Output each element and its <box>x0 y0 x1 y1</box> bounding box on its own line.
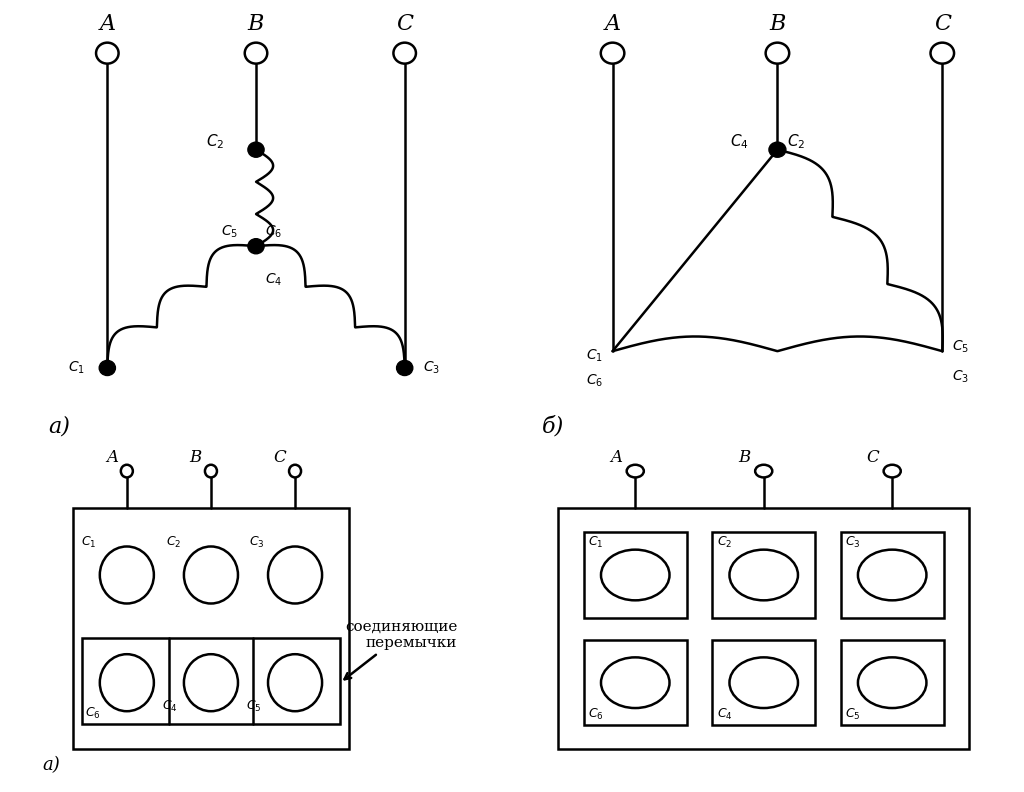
Text: б): б) <box>542 416 564 438</box>
Text: C: C <box>273 449 286 466</box>
Text: а): а) <box>49 416 71 438</box>
Circle shape <box>184 546 238 604</box>
Bar <box>713 532 815 618</box>
Circle shape <box>858 657 927 708</box>
Text: $C_6$: $C_6$ <box>586 372 603 389</box>
Circle shape <box>99 360 116 375</box>
Text: $C_1$: $C_1$ <box>588 535 603 550</box>
Circle shape <box>884 465 901 478</box>
Circle shape <box>729 550 798 600</box>
Text: $C_3$: $C_3$ <box>845 535 861 550</box>
Text: $C_3$: $C_3$ <box>423 360 439 376</box>
Text: $C_6$: $C_6$ <box>85 706 100 721</box>
Text: $C_1$: $C_1$ <box>68 360 85 376</box>
Text: A: A <box>99 13 116 35</box>
Text: B: B <box>248 13 264 35</box>
Bar <box>584 532 687 618</box>
Circle shape <box>205 465 217 478</box>
Circle shape <box>268 546 323 604</box>
Text: C: C <box>396 13 414 35</box>
Text: A: A <box>610 449 623 466</box>
Text: $C_2$: $C_2$ <box>786 132 805 150</box>
Text: $C_4$: $C_4$ <box>265 272 283 288</box>
Text: $C_4$: $C_4$ <box>162 699 178 714</box>
Circle shape <box>858 550 927 600</box>
Text: $C_3$: $C_3$ <box>951 368 969 385</box>
Bar <box>841 532 943 618</box>
Circle shape <box>184 654 238 711</box>
Text: B: B <box>769 13 785 35</box>
Circle shape <box>755 465 772 478</box>
Text: $C_5$: $C_5$ <box>247 699 262 714</box>
Text: $C_6$: $C_6$ <box>588 707 604 722</box>
Text: A: A <box>604 13 621 35</box>
Text: $C_2$: $C_2$ <box>206 132 224 150</box>
Text: $C_6$: $C_6$ <box>265 223 283 240</box>
Circle shape <box>601 657 670 708</box>
Text: C: C <box>866 449 880 466</box>
Bar <box>558 508 970 749</box>
Text: а): а) <box>43 756 60 774</box>
Circle shape <box>729 657 798 708</box>
Circle shape <box>601 550 670 600</box>
Text: $C_2$: $C_2$ <box>717 535 732 550</box>
Circle shape <box>627 465 644 478</box>
Bar <box>713 640 815 725</box>
Bar <box>584 640 687 725</box>
Bar <box>73 508 349 749</box>
Text: $C_5$: $C_5$ <box>951 339 969 355</box>
Circle shape <box>245 43 267 63</box>
Text: A: A <box>105 449 118 466</box>
Text: C: C <box>934 13 951 35</box>
Text: $C_1$: $C_1$ <box>586 347 603 364</box>
Text: $C_2$: $C_2$ <box>166 535 181 550</box>
Text: B: B <box>738 449 751 466</box>
Bar <box>841 640 943 725</box>
Text: $C_3$: $C_3$ <box>250 535 265 550</box>
Circle shape <box>931 43 954 63</box>
Text: $C_1$: $C_1$ <box>81 535 97 550</box>
Circle shape <box>248 238 264 253</box>
Text: $C_4$: $C_4$ <box>717 707 732 722</box>
Circle shape <box>121 465 133 478</box>
Text: $C_4$: $C_4$ <box>730 132 750 150</box>
Circle shape <box>393 43 416 63</box>
Circle shape <box>268 654 323 711</box>
Circle shape <box>248 142 264 158</box>
Circle shape <box>99 546 154 604</box>
Circle shape <box>289 465 301 478</box>
Circle shape <box>96 43 119 63</box>
Circle shape <box>769 142 785 158</box>
Circle shape <box>601 43 625 63</box>
Bar <box>82 638 340 724</box>
Text: $C_5$: $C_5$ <box>845 707 860 722</box>
Text: соединяющие
перемычки: соединяющие перемычки <box>344 620 458 680</box>
Circle shape <box>396 360 413 375</box>
Circle shape <box>766 43 790 63</box>
Text: B: B <box>189 449 202 466</box>
Text: $C_5$: $C_5$ <box>221 223 238 240</box>
Circle shape <box>99 654 154 711</box>
